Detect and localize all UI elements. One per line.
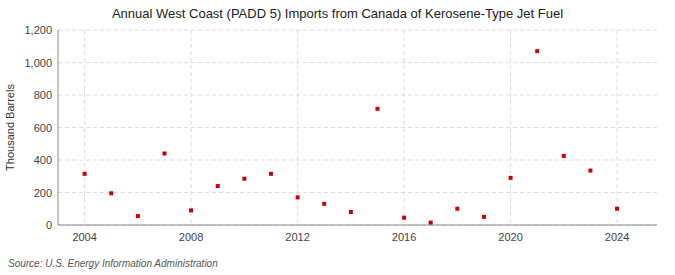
point bbox=[588, 169, 592, 173]
point bbox=[269, 172, 273, 176]
point bbox=[136, 214, 140, 218]
y-tick-label: 1,200 bbox=[24, 24, 52, 36]
point bbox=[216, 184, 220, 188]
grid bbox=[58, 30, 657, 225]
point bbox=[242, 177, 246, 181]
x-tick-label: 2020 bbox=[498, 231, 522, 243]
point bbox=[402, 216, 406, 220]
point bbox=[109, 191, 113, 195]
y-tick-label: 200 bbox=[34, 187, 52, 199]
x-grid-line bbox=[84, 30, 85, 225]
point bbox=[189, 208, 193, 212]
point bbox=[615, 207, 619, 211]
point bbox=[349, 210, 353, 214]
y-tick-label: 0 bbox=[46, 219, 52, 231]
x-axis-line bbox=[58, 225, 657, 226]
y-tick-label: 800 bbox=[34, 89, 52, 101]
point bbox=[162, 152, 166, 156]
chart: Annual West Coast (PADD 5) Imports from … bbox=[0, 0, 675, 275]
x-tick-label: 2004 bbox=[72, 231, 96, 243]
y-axis-label: Thousand Barrels bbox=[4, 84, 16, 171]
source-note: Source: U.S. Energy Information Administ… bbox=[8, 258, 218, 269]
x-tick-label: 2016 bbox=[392, 231, 416, 243]
title: Annual West Coast (PADD 5) Imports from … bbox=[112, 6, 563, 21]
points bbox=[83, 49, 619, 224]
x-tick-label: 2012 bbox=[285, 231, 309, 243]
y-grid-line bbox=[58, 127, 657, 128]
point bbox=[375, 107, 379, 111]
point bbox=[482, 215, 486, 219]
y-grid-line bbox=[58, 192, 657, 193]
y-tick-label: 1,000 bbox=[24, 57, 52, 69]
x-tick-label: 2024 bbox=[605, 231, 629, 243]
point bbox=[322, 202, 326, 206]
y-grid-line bbox=[58, 225, 657, 226]
x-grid-line bbox=[404, 30, 405, 225]
y-axis-line bbox=[58, 30, 59, 225]
point bbox=[296, 195, 300, 199]
point bbox=[429, 221, 433, 225]
point bbox=[509, 176, 513, 180]
y-tick-label: 400 bbox=[34, 154, 52, 166]
y-tick-label: 600 bbox=[34, 122, 52, 134]
x-grid-line bbox=[191, 30, 192, 225]
x-grid-line bbox=[510, 30, 511, 225]
point bbox=[562, 154, 566, 158]
point bbox=[535, 49, 539, 53]
x-grid-line bbox=[617, 30, 618, 225]
point bbox=[455, 207, 459, 211]
point bbox=[83, 172, 87, 176]
y-grid-line bbox=[58, 160, 657, 161]
y-grid-line bbox=[58, 62, 657, 63]
x-tick-label: 2008 bbox=[179, 231, 203, 243]
y-grid-line bbox=[58, 95, 657, 96]
y-grid-line bbox=[58, 30, 657, 31]
